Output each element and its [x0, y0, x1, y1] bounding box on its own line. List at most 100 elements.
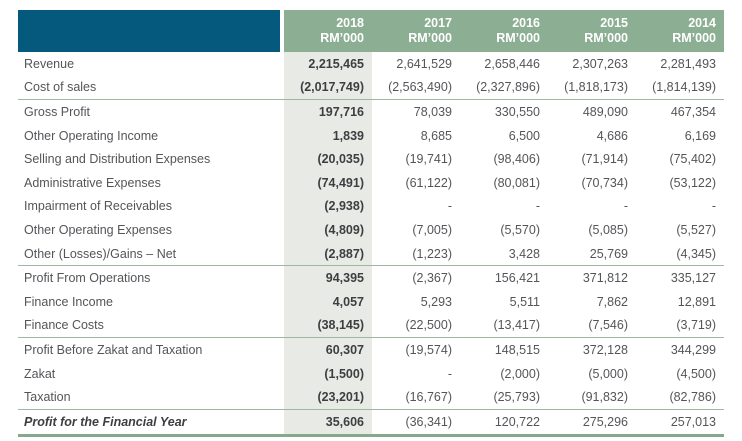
cell-value-2015: (7,546): [588, 318, 628, 333]
column-header-2017: 2017 RM’000: [372, 10, 460, 52]
row-label: Finance Income: [24, 294, 113, 309]
cell-value-2016: (5,570): [500, 222, 540, 237]
cell-value-2016: (2,327,896): [476, 80, 540, 95]
table-header-corner: [18, 10, 280, 52]
table-row: Administrative Expenses (74,491) (61,122) (…: [18, 170, 724, 195]
cell-value-2017: 8,685: [420, 128, 452, 143]
cell-value-2018: (74,491): [284, 170, 372, 195]
cell-value-2018: (2,887): [284, 241, 372, 266]
table-row: Zakat (1,500) - (2,000) (5,000) (4,500): [18, 361, 724, 386]
cell-value-2018: 35,606: [284, 409, 372, 434]
row-label: Other Operating Income: [24, 128, 159, 143]
table-row: Finance Costs (38,145) (22,500) (13,417) (7,…: [18, 313, 724, 338]
cell-value-2014: (5,527): [676, 222, 716, 237]
column-unit: RM’000: [408, 31, 452, 45]
column-unit: RM’000: [584, 31, 628, 45]
cell-value-2016: 148,515: [494, 342, 540, 357]
cell-value-2018: (2,938): [284, 194, 372, 219]
cell-value-2016: (13,417): [493, 318, 540, 333]
row-label: Gross Profit: [24, 104, 90, 119]
table-row: Other (Losses)/Gains – Net (2,887) (1,223)…: [18, 241, 724, 266]
row-label: Profit Before Zakat and Taxation: [24, 342, 203, 357]
cell-value-2014: (75,402): [669, 152, 716, 167]
cell-value-2015: 275,296: [582, 414, 628, 429]
row-label: Finance Costs: [24, 318, 104, 333]
table-row: Impairment of Receivables (2,938) - - - -: [18, 194, 724, 219]
cell-value-2016: 3,428: [508, 246, 540, 261]
cell-value-2015: 371,812: [582, 271, 628, 286]
cell-value-2016: 2,658,446: [484, 56, 540, 71]
cell-value-2016: 156,421: [494, 271, 540, 286]
table-header-row: 2018 RM’000 2017 RM’000 2016 RM’000 2015 RM’000…: [18, 10, 724, 52]
cell-value-2017: (19,574): [405, 342, 452, 357]
cell-value-2014: (3,719): [676, 318, 716, 333]
cell-value-2015: (70,734): [581, 175, 628, 190]
cell-value-2016: (98,406): [493, 152, 540, 167]
cell-value-2018: 2,215,465: [284, 52, 372, 76]
cell-value-2017: (7,005): [412, 222, 452, 237]
column-year: 2017: [424, 16, 452, 30]
table-row: Cost of sales (2,017,749) (2,563,490) (2,32…: [18, 75, 724, 100]
cell-value-2017: 78,039: [413, 104, 452, 119]
cell-value-2017: -: [447, 366, 452, 381]
cell-value-2017: (2,367): [412, 271, 452, 286]
financial-summary-table: 2018 RM’000 2017 RM’000 2016 RM’000 2015 RM’000…: [18, 10, 724, 437]
cell-value-2017: (16,767): [405, 390, 452, 405]
cell-value-2017: (22,500): [405, 318, 452, 333]
cell-value-2014: 257,013: [670, 414, 716, 429]
cell-value-2016: (80,081): [493, 175, 540, 190]
cell-value-2014: 344,299: [670, 342, 716, 357]
cell-value-2014: 12,891: [677, 294, 716, 309]
table-row: Other Operating Income 1,839 8,685 6,500 4,6…: [18, 123, 724, 148]
cell-value-2018: (20,035): [284, 147, 372, 171]
cell-value-2014: 2,281,493: [660, 56, 716, 71]
cell-value-2014: 6,169: [684, 128, 716, 143]
column-unit: RM’000: [496, 31, 540, 45]
cell-value-2015: 2,307,263: [572, 56, 628, 71]
row-label: Zakat: [24, 366, 56, 381]
cell-value-2016: -: [535, 199, 540, 214]
table-row: Finance Income 4,057 5,293 5,511 7,862 12,891: [18, 289, 724, 314]
cell-value-2014: 467,354: [670, 104, 716, 119]
row-label: Administrative Expenses: [24, 175, 161, 190]
cell-value-2017: (61,122): [405, 175, 452, 190]
cell-value-2015: 489,090: [582, 104, 628, 119]
cell-value-2015: 4,686: [596, 128, 628, 143]
cell-value-2017: (36,341): [405, 414, 452, 429]
cell-value-2018: 4,057: [284, 289, 372, 314]
cell-value-2015: -: [623, 199, 628, 214]
cell-value-2015: (5,000): [588, 366, 628, 381]
column-header-2018: 2018 RM’000: [284, 10, 372, 52]
table-row: Gross Profit 197,716 78,039 330,550 489,090 4…: [18, 99, 724, 124]
column-header-2014: 2014 RM’000: [636, 10, 724, 52]
cell-value-2017: -: [447, 199, 452, 214]
table-row: Profit Before Zakat and Taxation 60,307 (1…: [18, 337, 724, 362]
cell-value-2017: 5,293: [420, 294, 452, 309]
row-label: Profit for the Financial Year: [24, 414, 187, 429]
column-unit: RM’000: [320, 31, 364, 45]
cell-value-2014: (4,500): [676, 366, 716, 381]
cell-value-2015: (71,914): [581, 152, 628, 167]
cell-value-2014: (1,814,139): [652, 80, 716, 95]
cell-value-2016: 5,511: [509, 294, 540, 309]
column-year: 2014: [688, 16, 716, 30]
row-label: Selling and Distribution Expenses: [24, 152, 211, 167]
column-year: 2018: [336, 16, 364, 30]
row-label: Impairment of Receivables: [24, 199, 172, 214]
cell-value-2018: (4,809): [284, 218, 372, 242]
table-row: Taxation (23,201) (16,767) (25,793) (91,832)…: [18, 385, 724, 409]
row-label: Taxation: [24, 390, 71, 405]
cell-value-2015: 372,128: [582, 342, 628, 357]
table-row: Other Operating Expenses (4,809) (7,005) (5…: [18, 218, 724, 242]
cell-value-2016: (2,000): [500, 366, 540, 381]
table-row: Profit for the Financial Year 35,606 (36,3…: [18, 408, 724, 437]
cell-value-2014: (4,345): [676, 246, 716, 261]
cell-value-2017: (2,563,490): [388, 80, 452, 95]
table-body: Revenue 2,215,465 2,641,529 2,658,446 2,307,…: [18, 52, 724, 437]
column-year: 2015: [600, 16, 628, 30]
cell-value-2018: (38,145): [284, 313, 372, 338]
cell-value-2015: (91,832): [581, 390, 628, 405]
cell-value-2016: 120,722: [494, 414, 540, 429]
column-year: 2016: [512, 16, 540, 30]
cell-value-2018: (23,201): [284, 385, 372, 409]
